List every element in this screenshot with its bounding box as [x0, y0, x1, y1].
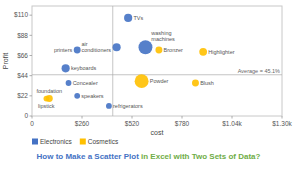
x-tick-label: $1.04k: [222, 120, 242, 127]
bubble: [192, 80, 199, 87]
point-label: washingmachines: [150, 30, 175, 42]
bubble: [74, 47, 81, 54]
plot-frame: [32, 6, 282, 116]
y-tick-label: $88: [17, 32, 28, 39]
y-tick-label: $22: [17, 92, 28, 99]
bubble: [124, 14, 132, 22]
bubble: [44, 96, 50, 102]
bubble: [135, 74, 149, 88]
bubble: [106, 103, 112, 109]
point-label: lipstick: [38, 103, 55, 109]
reference-label: Average = 45.1%: [238, 68, 280, 74]
x-tick: [132, 116, 133, 119]
x-tick-label: $520: [125, 120, 140, 127]
point-label-line: keyboards: [71, 65, 97, 71]
x-tick: [282, 116, 283, 119]
point-label: printers: [54, 47, 73, 53]
legend-label: Cosmetics: [88, 138, 119, 145]
point-label-line: Powder: [150, 78, 169, 84]
point-label-line: speakers: [81, 93, 104, 99]
y-tick: [30, 55, 33, 56]
point-label-line: foundation: [36, 88, 62, 94]
y-tick-label: 0: [24, 112, 28, 119]
y-tick: [30, 116, 33, 117]
reference-line: [112, 6, 113, 116]
bubbles: [44, 14, 208, 109]
x-tick: [182, 116, 183, 119]
point-label: Powder: [150, 78, 169, 84]
title: How to Make a Scatter Plot in Excel with…: [37, 152, 261, 161]
point-label: foundation: [36, 88, 62, 94]
chart: 0 $260 $520 $780 $1.04k $1.30k 0 $22 $44 $66 $88 $1…: [0, 0, 297, 170]
point-label: keyboards: [71, 65, 97, 71]
bubble: [199, 48, 207, 56]
y-axis-label: Profit: [2, 53, 9, 69]
point-label-line: Highlighter: [208, 49, 234, 55]
point-label-line: Blush: [200, 80, 214, 86]
point-label-line: lipstick: [38, 103, 55, 109]
x-axis-label: cost: [151, 129, 164, 136]
y-tick-label: $110: [14, 11, 28, 18]
y-tick-label: $66: [17, 52, 28, 59]
title-part: in Excel with Two Sets of Data?: [139, 152, 261, 161]
bubble: [139, 40, 153, 54]
legend-swatch: [32, 139, 38, 145]
x-tick-label: $260: [75, 120, 90, 127]
y-tick: [30, 15, 33, 16]
bubble: [113, 43, 121, 51]
point-label-line: Bronzer: [164, 47, 183, 53]
point-label: airconditioners: [81, 41, 111, 53]
point-label: Blush: [200, 80, 214, 86]
x-tick-label: $780: [175, 120, 190, 127]
bubble: [62, 64, 70, 72]
point-label: TVs: [133, 15, 143, 21]
x-tick: [232, 116, 233, 119]
bubble: [155, 47, 162, 54]
point-label-line: refrigerators: [113, 103, 143, 109]
point-label-line: machines: [151, 36, 175, 42]
point-label-line: Concealer: [73, 80, 98, 86]
point-label: Highlighter: [208, 49, 234, 55]
title-part: How to Make a Scatter Plot: [37, 152, 140, 161]
legend-label: Electronics: [40, 138, 73, 145]
x-tick-label: 0: [30, 120, 34, 127]
point-label: Bronzer: [164, 47, 183, 53]
y-tick-label: $44: [17, 72, 28, 79]
y-tick: [30, 35, 33, 36]
legend: Electronics Cosmetics: [32, 138, 119, 145]
point-label: speakers: [81, 93, 104, 99]
point-label-line: conditioners: [81, 47, 111, 53]
y-tick: [30, 75, 33, 76]
point-label-line: TVs: [133, 15, 143, 21]
bubble: [74, 93, 80, 99]
bubble: [66, 80, 72, 86]
point-label-line: printers: [54, 47, 73, 53]
x-tick: [82, 116, 83, 119]
legend-swatch: [80, 139, 86, 145]
x-tick-label: $1.30k: [272, 120, 292, 127]
y-tick: [30, 95, 33, 96]
point-label: refrigerators: [113, 103, 143, 109]
point-label: Concealer: [73, 80, 98, 86]
reference-line: [32, 74, 282, 75]
